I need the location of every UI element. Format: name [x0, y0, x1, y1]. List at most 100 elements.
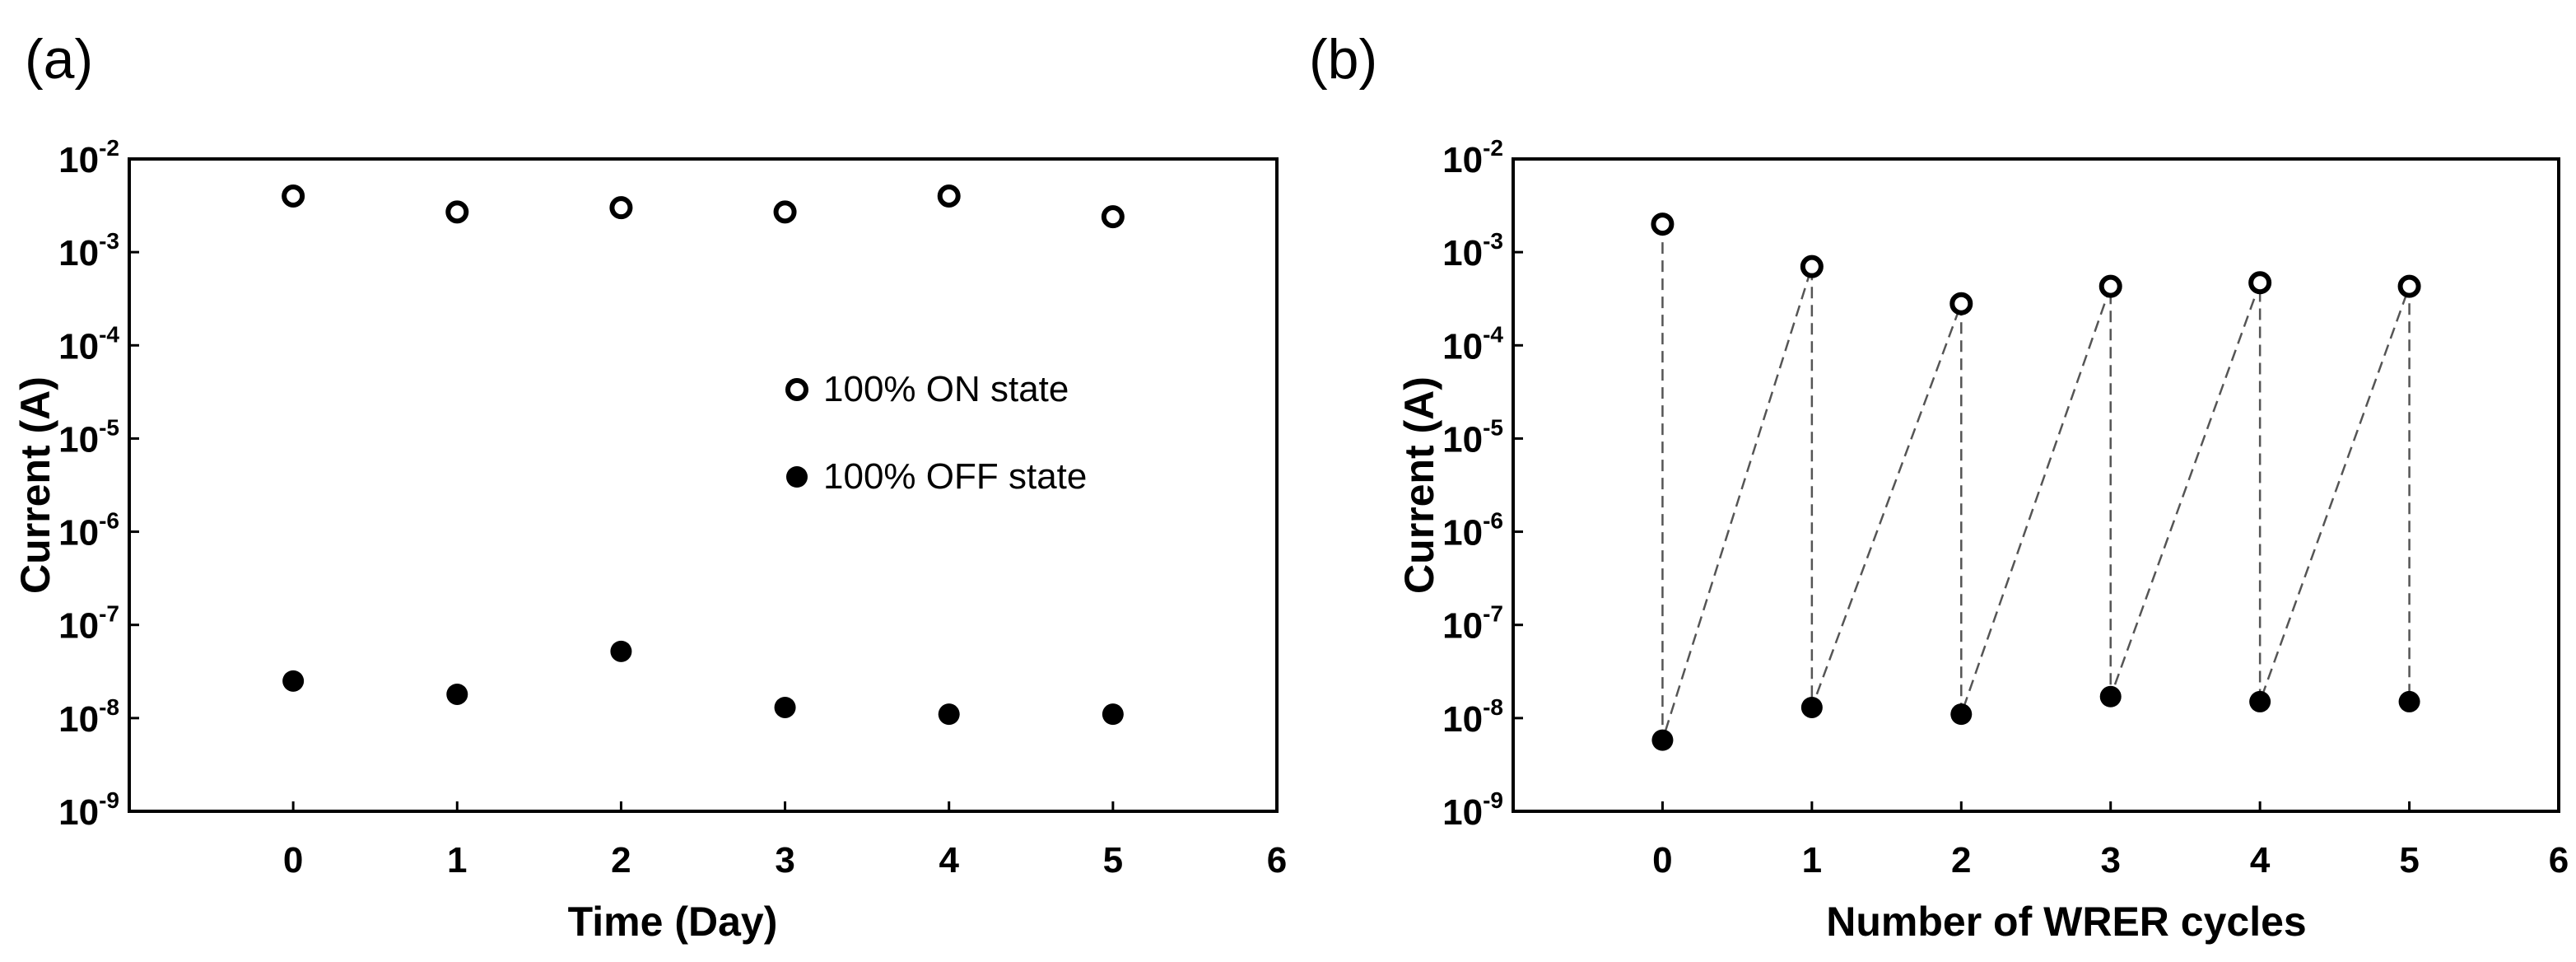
y-tick-label: 10-8	[58, 694, 119, 740]
plot-frame	[128, 157, 1279, 813]
plot-frame	[1512, 157, 2560, 813]
y-axis-title: Current (A)	[1396, 376, 1442, 594]
y-tick-base: 10	[58, 140, 99, 180]
y-tick-exponent: -7	[1483, 601, 1503, 627]
y-tick-label: 10-9	[1442, 787, 1503, 833]
on-state-point	[1651, 212, 1675, 236]
y-tick-label: 10-7	[1442, 601, 1503, 647]
legend-on-label: 100% ON state	[823, 369, 1069, 409]
y-tick-exponent: -9	[1483, 787, 1503, 813]
x-tick-label: 5	[2399, 840, 2419, 880]
y-tick-base: 10	[1442, 233, 1483, 273]
y-tick-base: 10	[1442, 140, 1483, 180]
legend-off-marker	[786, 466, 808, 488]
y-tick-label: 10-3	[1442, 228, 1503, 273]
y-tick-exponent: -3	[99, 228, 119, 254]
panel-a-chart: (a)0 1 2 3 4 5 610-210-310-410-510-610-710-810…	[12, 28, 1287, 945]
y-tick-exponent: -2	[1483, 135, 1503, 161]
y-tick-exponent: -4	[1483, 321, 1503, 347]
y-tick-label: 10-6	[58, 508, 119, 553]
x-tick-label: 3	[775, 840, 794, 880]
on-state-point	[2099, 274, 2122, 298]
y-tick-label: 10-5	[58, 414, 119, 460]
y-tick-label: 10-2	[58, 135, 119, 180]
on-state-point	[937, 184, 961, 208]
y-tick-base: 10	[1442, 326, 1483, 367]
y-tick-exponent: -4	[99, 321, 119, 347]
x-tick-label: 5	[1103, 840, 1123, 880]
on-state-point	[1949, 292, 1973, 315]
x-tick-label: 4	[939, 840, 959, 880]
off-state-point	[2398, 690, 2420, 712]
off-state-point	[1950, 703, 1973, 726]
on-state-point	[282, 184, 305, 208]
x-tick-label: 2	[1951, 840, 1971, 880]
x-tick-label: 2	[611, 840, 631, 880]
on-state-point	[1101, 205, 1125, 229]
on-state-point	[2397, 274, 2421, 298]
y-tick-exponent: -8	[1483, 694, 1503, 720]
off-state-point	[610, 640, 632, 662]
y-tick-label: 10-8	[1442, 694, 1503, 740]
y-tick-label: 10-5	[1442, 414, 1503, 460]
y-tick-exponent: -6	[99, 508, 119, 534]
off-state-point	[1800, 696, 1823, 718]
y-tick-base: 10	[58, 699, 99, 740]
y-tick-label: 10-4	[58, 321, 119, 367]
y-tick-base: 10	[1442, 419, 1483, 460]
x-tick-label: 4	[2250, 840, 2271, 880]
y-tick-label: 10-6	[1442, 508, 1503, 553]
y-tick-base: 10	[1442, 606, 1483, 647]
on-state-point	[609, 196, 633, 220]
x-tick-label: 3	[2100, 840, 2120, 880]
y-tick-base: 10	[58, 233, 99, 273]
off-state-point	[938, 703, 960, 726]
y-tick-base: 10	[58, 792, 99, 833]
x-axis-title: Time (Day)	[568, 899, 778, 945]
y-tick-label: 10-2	[1442, 135, 1503, 180]
off-state-point	[1102, 703, 1124, 726]
y-tick-base: 10	[1442, 513, 1483, 553]
y-tick-exponent: -5	[1483, 414, 1503, 440]
off-state-point	[282, 670, 305, 692]
x-tick-label: 6	[1267, 840, 1287, 880]
legend-off-label: 100% OFF state	[823, 456, 1087, 497]
panel-b-chart: (b)0 1 2 3 4 5 610-210-310-410-510-610-710-810…	[1309, 28, 2569, 945]
legend-on-marker	[785, 378, 808, 401]
y-tick-base: 10	[58, 606, 99, 647]
x-tick-label: 0	[283, 840, 303, 880]
y-tick-exponent: -3	[1483, 228, 1503, 254]
y-axis-title: Current (A)	[12, 376, 58, 594]
x-axis-title: Number of WRER cycles	[1826, 899, 2306, 945]
off-state-point	[446, 683, 468, 705]
y-tick-base: 10	[58, 419, 99, 460]
off-state-point	[2099, 685, 2122, 707]
x-tick-label: 0	[1652, 840, 1672, 880]
y-tick-label: 10-7	[58, 601, 119, 647]
y-tick-label: 10-3	[58, 228, 119, 273]
y-tick-base: 10	[1442, 699, 1483, 740]
off-state-point	[2249, 690, 2271, 712]
y-tick-exponent: -5	[99, 414, 119, 440]
y-tick-exponent: -6	[1483, 508, 1503, 534]
on-state-point	[2248, 271, 2272, 295]
x-tick-label: 6	[2549, 840, 2569, 880]
y-tick-label: 10-4	[1442, 321, 1503, 367]
dashed-connector-line	[1661, 224, 2411, 740]
on-state-point	[445, 200, 469, 224]
y-tick-label: 10-9	[58, 787, 119, 833]
on-state-point	[773, 200, 797, 224]
off-state-point	[1651, 729, 1674, 751]
panel-label: (b)	[1309, 28, 1377, 91]
y-tick-base: 10	[1442, 792, 1483, 833]
x-tick-label: 1	[447, 840, 467, 880]
y-tick-exponent: -8	[99, 694, 119, 720]
x-tick-label: 1	[1802, 840, 1822, 880]
y-tick-base: 10	[58, 326, 99, 367]
y-tick-exponent: -2	[99, 135, 119, 161]
y-tick-exponent: -9	[99, 787, 119, 813]
on-state-point	[1800, 255, 1824, 278]
y-tick-exponent: -7	[99, 601, 119, 627]
y-tick-base: 10	[58, 513, 99, 553]
